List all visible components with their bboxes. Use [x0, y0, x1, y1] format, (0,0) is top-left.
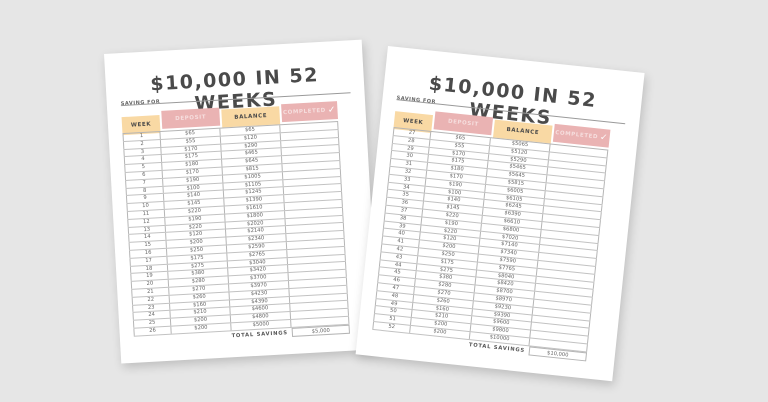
header-completed-label: COMPLETED: [282, 107, 327, 117]
savings-sheet-weeks-27-52: $10,000 IN 52 WEEKS SAVING FOR WEEK DEPO…: [355, 46, 645, 382]
checkmark-icon: ✓: [599, 132, 609, 144]
header-deposit: DEPOSIT: [161, 107, 221, 129]
savings-table: 27 $65 $5065 28 $55 $5120 29 $170 $5290 30 $175 $54…: [371, 127, 609, 363]
header-completed: COMPLETED ✓: [281, 101, 338, 123]
total-savings-value: $5,000: [291, 324, 351, 338]
savings-sheet-weeks-1-26: $10,000 IN 52 WEEKS SAVING FOR WEEK DEPO…: [104, 39, 379, 364]
checkmark-icon: ✓: [327, 105, 337, 116]
header-completed-label: COMPLETED: [554, 129, 599, 141]
savings-table: 1 $65 $65 2 $55 $120 3 $170 $290 4 $175 $465 5 $180 $6…: [122, 121, 351, 347]
